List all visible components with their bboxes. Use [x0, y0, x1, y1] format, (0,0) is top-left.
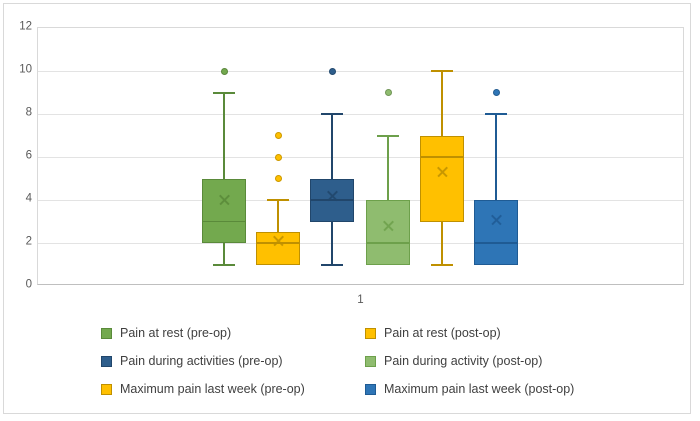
y-axis-tick-label: 10 [19, 63, 32, 76]
y-axis-tick-label: 2 [25, 235, 32, 248]
legend-item: Maximum pain last week (pre-op) [101, 382, 305, 396]
box-iqr [474, 200, 518, 265]
legend-item: Pain at rest (post-op) [365, 326, 501, 340]
box-iqr [202, 178, 246, 243]
legend-item: Maximum pain last week (post-op) [365, 382, 574, 396]
box-plot-series [38, 28, 683, 284]
whisker-line [495, 114, 497, 200]
legend-label: Maximum pain last week (pre-op) [120, 381, 305, 396]
gridline [38, 243, 683, 244]
whisker-line [331, 221, 333, 265]
whisker-cap [431, 70, 453, 72]
gridline [38, 114, 683, 115]
y-axis-tick-label: 12 [19, 20, 32, 33]
whisker-line [387, 135, 389, 200]
legend-swatch [101, 327, 112, 339]
box-iqr [420, 135, 464, 222]
outlier-dot [274, 175, 282, 182]
whisker-cap [431, 263, 453, 266]
median-line [420, 156, 464, 158]
whisker-line [223, 92, 225, 179]
box-plot-series [38, 28, 683, 284]
box-iqr [256, 232, 300, 265]
legend-label: Pain at rest (pre-op) [120, 325, 232, 340]
median-line [366, 242, 410, 244]
box-plot-series [38, 28, 683, 284]
median-line [202, 220, 246, 223]
outlier-dot [274, 132, 282, 139]
whisker-cap [321, 263, 343, 266]
legend-swatch [101, 383, 112, 395]
outlier-dot [274, 153, 282, 161]
legend-label: Pain during activities (pre-op) [120, 353, 283, 368]
legend-item: Pain at rest (pre-op) [101, 326, 231, 340]
whisker-cap [213, 263, 235, 266]
box-plot-series [38, 28, 683, 284]
y-axis-tick-label: 6 [25, 149, 32, 162]
legend-label: Maximum pain last week (post-op) [384, 381, 575, 396]
outlier-dot [220, 67, 228, 75]
gridline [38, 200, 683, 201]
whisker-line [277, 200, 279, 233]
box-plot-series [38, 28, 683, 284]
legend-label: Pain during activity (post-op) [384, 353, 543, 368]
whisker-cap [267, 199, 289, 201]
y-axis-tick-label: 4 [25, 192, 32, 205]
legend-label: Pain at rest (post-op) [384, 325, 501, 340]
legend-item: Pain during activity (post-op) [365, 354, 542, 368]
legend-swatch [101, 355, 112, 367]
whisker-line [331, 114, 333, 179]
y-axis-tick-label: 8 [25, 106, 32, 119]
legend-swatch [365, 355, 376, 367]
whisker-cap [213, 91, 235, 94]
whisker-line [441, 221, 443, 265]
plot-area [37, 27, 684, 285]
outlier-dot [384, 89, 392, 96]
x-axis-category-label: 1 [357, 294, 364, 306]
gridline [38, 157, 683, 158]
legend-swatch [365, 383, 376, 395]
outlier-dot [328, 67, 336, 75]
y-axis-tick-label: 0 [25, 278, 32, 291]
median-line [474, 242, 518, 244]
whisker-line [223, 243, 225, 265]
chart-card: 0 2 4 6 8 10 12 1 Pain at rest (pre-op) Pain at… [3, 3, 691, 414]
outlier-dot [492, 89, 500, 96]
box-plot-series [38, 28, 683, 284]
box-iqr [366, 200, 410, 265]
whisker-cap [321, 113, 343, 115]
whisker-line [441, 71, 443, 136]
gridline [38, 71, 683, 72]
whisker-cap [485, 113, 507, 115]
whisker-cap [377, 134, 399, 137]
legend-swatch [365, 327, 376, 339]
legend: Pain at rest (pre-op) Pain at rest (post-… [4, 4, 690, 413]
legend-item: Pain during activities (pre-op) [101, 354, 283, 368]
